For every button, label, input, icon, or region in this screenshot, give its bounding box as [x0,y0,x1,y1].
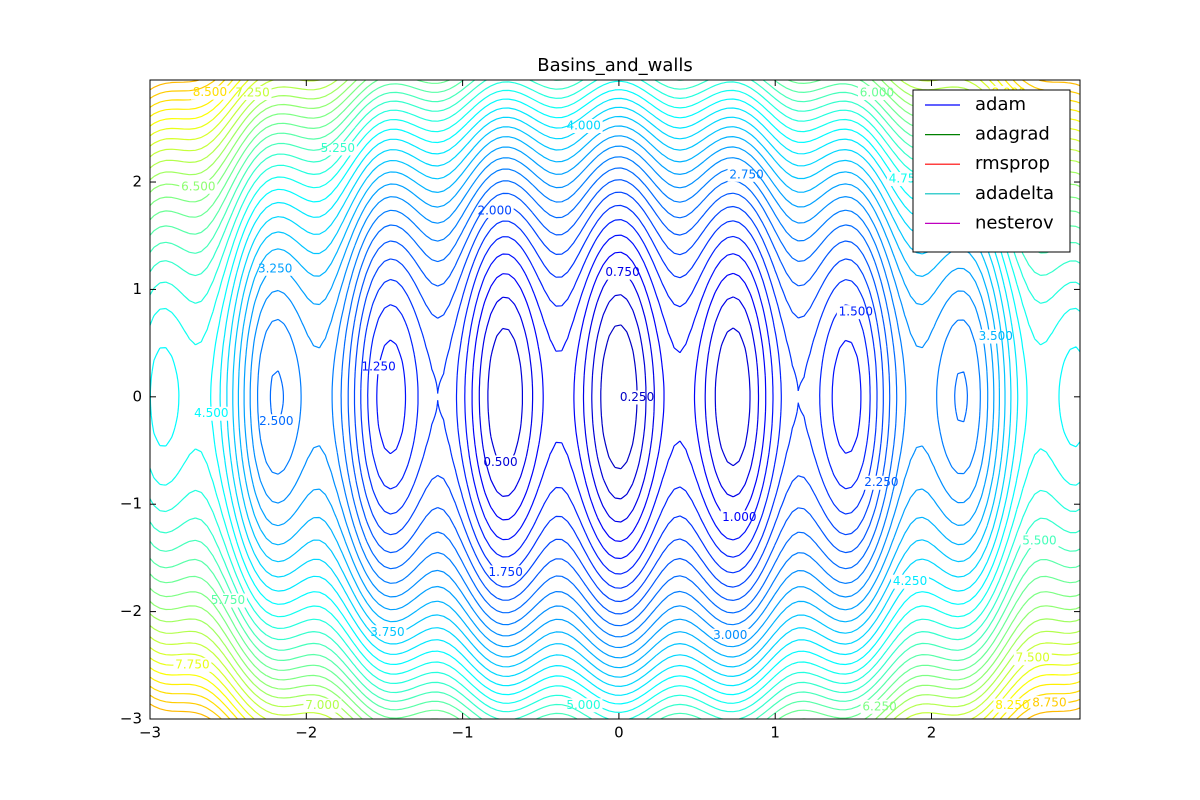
contour-line [150,80,1080,713]
legend-label: adagrad [975,124,1050,145]
contour-label: 1.250 [361,360,395,374]
contour-label: 3.750 [370,625,404,639]
contour-label-bg [711,628,750,643]
contour-line [237,125,1000,669]
contour-line [347,179,891,615]
contour-label: 0.250 [620,390,654,404]
contour-label: 3.500 [979,329,1013,343]
contour-label-bg [976,329,1015,344]
contour-label: 8.750 [1032,695,1066,709]
contour-label: 3.000 [713,628,747,642]
contour-label: 7.500 [1016,651,1050,665]
y-tick-label: 1 [132,280,142,298]
contour-label-bg [836,305,875,320]
contour-line [367,219,871,575]
contour-label-bg [190,85,229,100]
x-tick-label: 0 [614,724,624,742]
contour-label: 1.500 [839,305,873,319]
contour-label: 4.250 [893,574,927,588]
contour-label-bg [993,698,1032,713]
contour-label: 5.750 [211,593,245,607]
x-tick-label: −3 [139,724,161,742]
contour-label: 0.750 [605,265,639,279]
contour-label-bg [257,414,296,429]
contour-label: 4.500 [194,406,228,420]
y-tick-label: 0 [132,387,142,405]
contour-label-bg [727,167,766,182]
contour-label: 1.750 [488,565,522,579]
contour-label: 1.000 [722,510,756,524]
y-tick-label: −3 [120,710,142,728]
legend-label: adadelta [975,183,1054,204]
contour-label-bg [481,455,520,470]
contour-label-bg [233,86,272,101]
contour-label: 5.250 [321,141,355,155]
plot-frame [149,79,1081,720]
x-tick-label: −1 [452,724,474,742]
contour-label: 3.250 [258,261,292,275]
contour-label-bg [303,698,342,713]
contour-line [376,234,862,560]
contour-label-bg [192,406,231,421]
contour-label: 2.250 [864,475,898,489]
contour-label-bg [368,625,407,640]
contour-label: 6.250 [862,699,896,713]
contour-label-bg [179,179,218,194]
contour-label-bg [891,574,930,589]
legend-label: adam [975,94,1026,115]
contour-label-bg [860,699,899,714]
contour-label-bg [173,657,212,672]
contour-label-bg [486,565,525,580]
contour-label-bg [857,86,896,101]
contour-label: 0.500 [483,455,517,469]
contour-line [487,294,751,500]
contour-label: 6.000 [860,86,894,100]
contour-label: 6.500 [181,179,215,193]
overlay: −3 −2 −1 0 1 2 −3 −2 −1 0 1 2 adam adagrad rmsprop adad… [120,79,1081,742]
legend-label: rmsprop [975,153,1050,174]
contour-label: 8.250 [995,698,1029,712]
contour-line [232,115,1006,678]
contour-line [249,145,989,649]
contour-label: 7.750 [175,657,209,671]
contour-line [360,204,878,589]
contour-label-bg [603,265,642,280]
x-tick-label: 1 [770,724,780,742]
contour-label-bg [1030,695,1069,710]
chart-title: Basins_and_walls [537,55,693,76]
contour-line [243,135,995,659]
contour-line [150,80,1080,719]
legend-label: nesterov [975,212,1054,233]
contour-label-bg [1020,534,1059,549]
contour-label: 7.000 [305,698,339,712]
contours: 0.250 0.500 0.750 1.000 1.250 1.500 1.750 2.000… [150,80,1080,719]
contour-line [471,251,767,542]
x-tick-label: 2 [927,724,937,742]
contour-label: 7.250 [235,86,269,100]
contour-label: 4.000 [566,119,600,133]
contour-label: 8.500 [193,85,227,99]
y-tick-label: −2 [120,602,142,620]
contour-label-bg [862,475,901,490]
contour-label: 2.500 [259,414,293,428]
y-tick-label: 2 [132,173,142,191]
contour-label-bg [256,261,295,276]
contour-label-bg [1013,651,1052,666]
legend-box [912,89,1071,253]
y-tick-label: −1 [120,495,142,513]
contour-label: 2.750 [729,167,763,181]
contour-line [600,324,638,470]
contour-line [257,156,981,638]
contour-line [226,106,1012,687]
contour-line [478,271,760,523]
contour-label: 2.000 [477,203,511,217]
contour-label: 5.000 [566,698,600,712]
contour-label: 5.500 [1022,534,1056,548]
x-tick-label: −2 [295,724,317,742]
contour-label-bg [720,510,759,525]
